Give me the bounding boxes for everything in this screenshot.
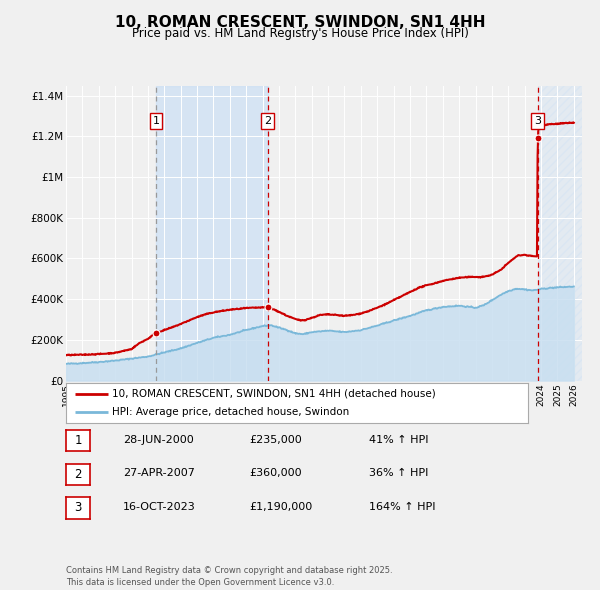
Text: 2: 2	[264, 116, 271, 126]
Text: Price paid vs. HM Land Registry's House Price Index (HPI): Price paid vs. HM Land Registry's House …	[131, 27, 469, 40]
Text: 10, ROMAN CRESCENT, SWINDON, SN1 4HH (detached house): 10, ROMAN CRESCENT, SWINDON, SN1 4HH (de…	[112, 389, 436, 399]
Text: 27-APR-2007: 27-APR-2007	[123, 468, 195, 478]
Text: 10, ROMAN CRESCENT, SWINDON, SN1 4HH: 10, ROMAN CRESCENT, SWINDON, SN1 4HH	[115, 15, 485, 30]
Bar	[538, 86, 582, 381]
Text: £235,000: £235,000	[249, 435, 302, 444]
Text: £360,000: £360,000	[249, 468, 302, 478]
Text: 3: 3	[74, 502, 82, 514]
Text: £1,190,000: £1,190,000	[249, 502, 312, 512]
Text: 1: 1	[152, 116, 160, 126]
Text: 41% ↑ HPI: 41% ↑ HPI	[369, 435, 428, 444]
Bar	[156, 86, 268, 381]
Text: 2: 2	[74, 468, 82, 481]
Text: 164% ↑ HPI: 164% ↑ HPI	[369, 502, 436, 512]
Text: 1: 1	[74, 434, 82, 447]
Text: 16-OCT-2023: 16-OCT-2023	[123, 502, 196, 512]
Text: 3: 3	[534, 116, 541, 126]
Text: 28-JUN-2000: 28-JUN-2000	[123, 435, 194, 444]
Text: 36% ↑ HPI: 36% ↑ HPI	[369, 468, 428, 478]
Text: HPI: Average price, detached house, Swindon: HPI: Average price, detached house, Swin…	[112, 407, 349, 417]
Text: Contains HM Land Registry data © Crown copyright and database right 2025.
This d: Contains HM Land Registry data © Crown c…	[66, 566, 392, 587]
